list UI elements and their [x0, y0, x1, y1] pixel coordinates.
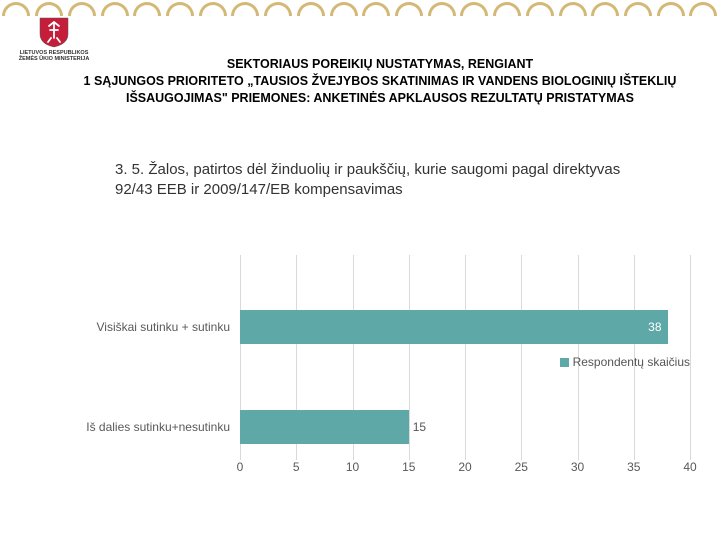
grid-line — [690, 255, 691, 460]
grid-line — [409, 255, 410, 460]
x-tick: 40 — [683, 460, 696, 474]
page-title: SEKTORIAUS POREIKIŲ NUSTATYMAS, RENGIANT… — [70, 56, 690, 107]
grid-line — [465, 255, 466, 460]
x-axis: 0510152025303540 — [240, 460, 690, 480]
bar-row: 15 — [240, 410, 409, 444]
x-tick: 25 — [515, 460, 528, 474]
legend-swatch — [560, 358, 569, 367]
x-tick: 5 — [293, 460, 300, 474]
chart-subtitle: 3. 5. Žalos, patirtos dėl žinduolių ir p… — [115, 160, 640, 201]
x-tick: 15 — [402, 460, 415, 474]
decorative-top-border — [0, 0, 720, 18]
grid-line — [521, 255, 522, 460]
category-label: Visiškai sutinku + sutinku — [40, 320, 230, 334]
bar: 15 — [240, 410, 409, 444]
bar: 38 — [240, 310, 668, 344]
bar-value: 15 — [413, 420, 426, 434]
coat-of-arms-icon — [36, 16, 72, 48]
x-tick: 30 — [571, 460, 584, 474]
title-line2: 1 SĄJUNGOS PRIORITETO „TAUSIOS ŽVEJYBOS … — [70, 73, 690, 90]
legend: Respondentų skaičius — [560, 355, 690, 369]
x-tick: 10 — [346, 460, 359, 474]
x-tick: 20 — [458, 460, 471, 474]
bar-row: 38 — [240, 310, 668, 344]
bar-value: 38 — [648, 320, 661, 334]
legend-label: Respondentų skaičius — [573, 355, 690, 369]
title-line1: SEKTORIAUS POREIKIŲ NUSTATYMAS, RENGIANT — [70, 56, 690, 73]
category-label: Iš dalies sutinku+nesutinku — [40, 420, 230, 434]
x-tick: 0 — [237, 460, 244, 474]
x-tick: 35 — [627, 460, 640, 474]
title-line3: IŠSAUGOJIMAS" PRIEMONES: ANKETINĖS APKLA… — [70, 90, 690, 107]
bar-chart: 38 15 0 5 10 15 20 25 30 35 40 Visiškai sutinku +… — [40, 255, 700, 490]
